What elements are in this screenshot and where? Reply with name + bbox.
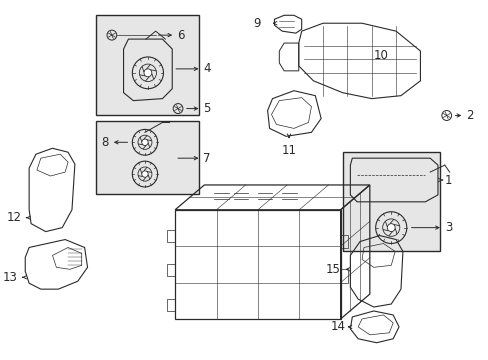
Bar xyxy=(167,299,175,311)
Circle shape xyxy=(143,69,151,77)
Bar xyxy=(342,152,439,251)
Text: 11: 11 xyxy=(281,144,296,157)
Bar xyxy=(167,264,175,276)
Text: 12: 12 xyxy=(6,211,21,224)
Text: 9: 9 xyxy=(253,17,260,30)
Bar xyxy=(96,15,198,114)
Bar xyxy=(340,235,348,248)
Text: 6: 6 xyxy=(177,29,184,42)
Circle shape xyxy=(142,171,148,177)
Circle shape xyxy=(386,224,394,231)
Text: 14: 14 xyxy=(330,320,345,333)
Text: 10: 10 xyxy=(373,49,388,63)
Text: 15: 15 xyxy=(325,263,340,276)
Text: 7: 7 xyxy=(203,152,210,165)
Text: 8: 8 xyxy=(102,136,109,149)
Bar xyxy=(96,121,198,194)
Bar xyxy=(167,230,175,242)
Text: 13: 13 xyxy=(2,271,18,284)
Text: 4: 4 xyxy=(203,62,210,75)
Circle shape xyxy=(142,139,148,145)
Text: 3: 3 xyxy=(444,221,451,234)
Text: 1: 1 xyxy=(444,174,451,186)
Bar xyxy=(175,210,340,319)
Bar xyxy=(340,269,348,283)
Text: 2: 2 xyxy=(465,109,473,122)
Text: 5: 5 xyxy=(203,102,210,115)
